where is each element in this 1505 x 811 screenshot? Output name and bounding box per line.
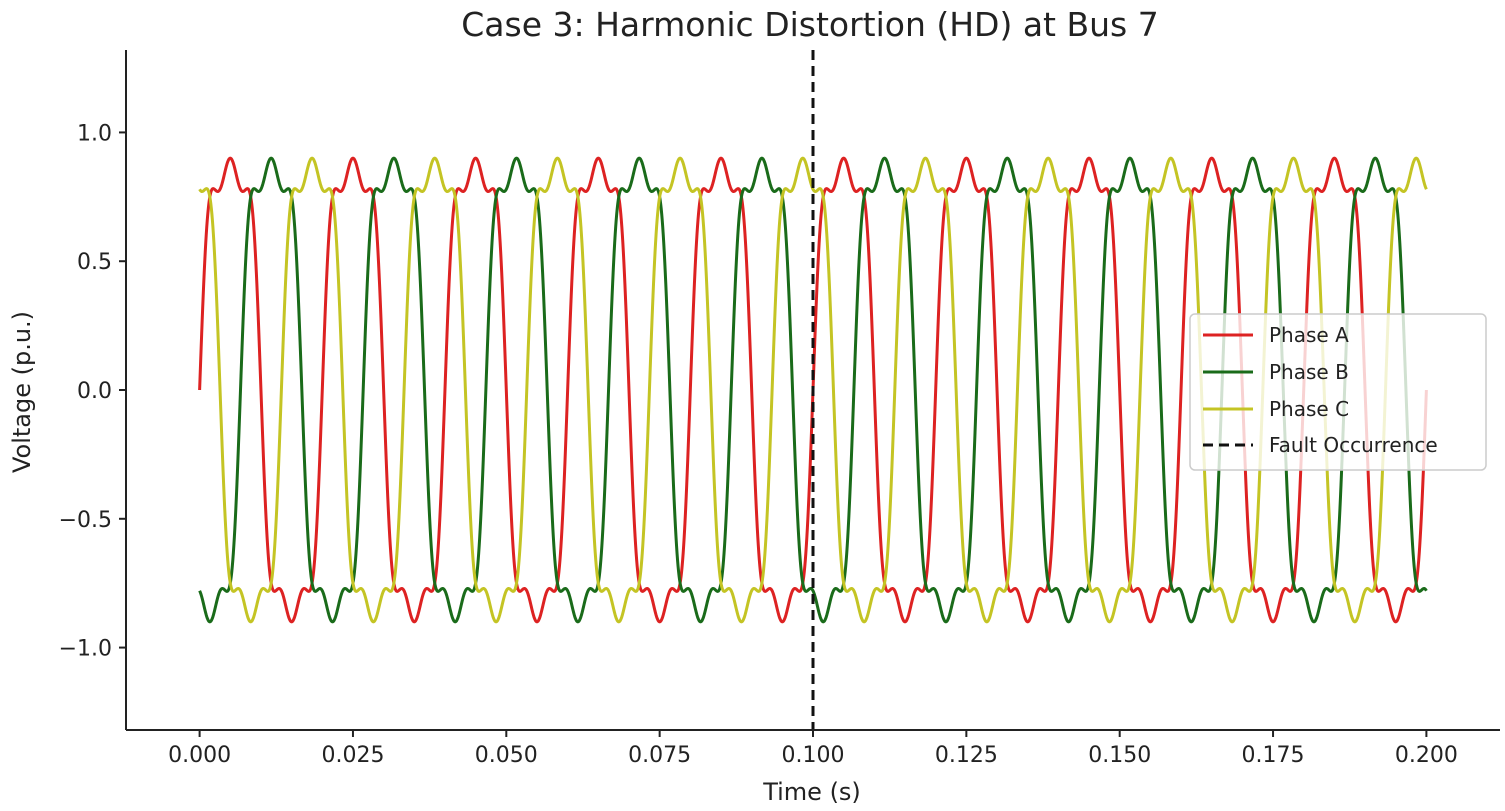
- y-tick-label: 0.0: [77, 379, 112, 404]
- y-axis-title: Voltage (p.u.): [8, 311, 36, 473]
- x-tick-label: 0.200: [1395, 743, 1458, 768]
- legend-box: [1189, 313, 1487, 471]
- x-tick-label: 0.175: [1242, 743, 1305, 768]
- x-tick-label: 0.025: [321, 743, 384, 768]
- x-tick-label: 0.000: [168, 743, 231, 768]
- x-tick-label: 0.100: [782, 743, 845, 768]
- legend-label-phase-b: Phase B: [1269, 360, 1349, 384]
- x-ticks: 0.000 0.025 0.050 0.075 0.100 0.125 0.150 0.175…: [168, 730, 1458, 768]
- x-tick-label: 0.125: [935, 743, 998, 768]
- y-tick-label: −1.0: [59, 637, 112, 662]
- legend-label-phase-c: Phase C: [1269, 397, 1349, 421]
- x-tick-label: 0.050: [475, 743, 538, 768]
- series-line-phase-c: [198, 156, 1428, 624]
- x-tick-label: 0.150: [1088, 743, 1151, 768]
- y-tick-label: −0.5: [59, 508, 112, 533]
- chart-title: Case 3: Harmonic Distortion (HD) at Bus …: [461, 5, 1158, 44]
- legend-label-fault: Fault Occurrence: [1269, 433, 1438, 457]
- y-ticks: −1.0 −0.5 0.0 0.5 1.0: [59, 121, 126, 662]
- x-axis-title: Time (s): [762, 778, 861, 806]
- y-tick-label: 1.0: [77, 121, 112, 146]
- y-tick-label: 0.5: [77, 250, 112, 275]
- legend: Phase A Phase B Phase C Fault Occurrence: [1189, 313, 1487, 471]
- x-tick-label: 0.075: [628, 743, 691, 768]
- legend-label-phase-a: Phase A: [1269, 323, 1349, 347]
